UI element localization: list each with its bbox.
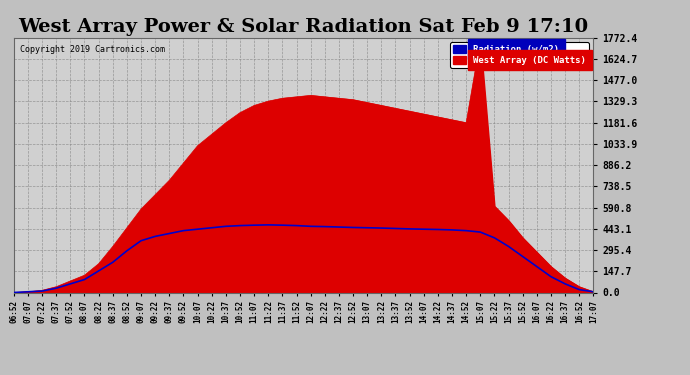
Text: Copyright 2019 Cartronics.com: Copyright 2019 Cartronics.com <box>19 45 165 54</box>
Title: West Array Power & Solar Radiation Sat Feb 9 17:10: West Array Power & Solar Radiation Sat F… <box>19 18 589 36</box>
Legend: Radiation (w/m2), West Array (DC Watts): Radiation (w/m2), West Array (DC Watts) <box>450 42 589 68</box>
